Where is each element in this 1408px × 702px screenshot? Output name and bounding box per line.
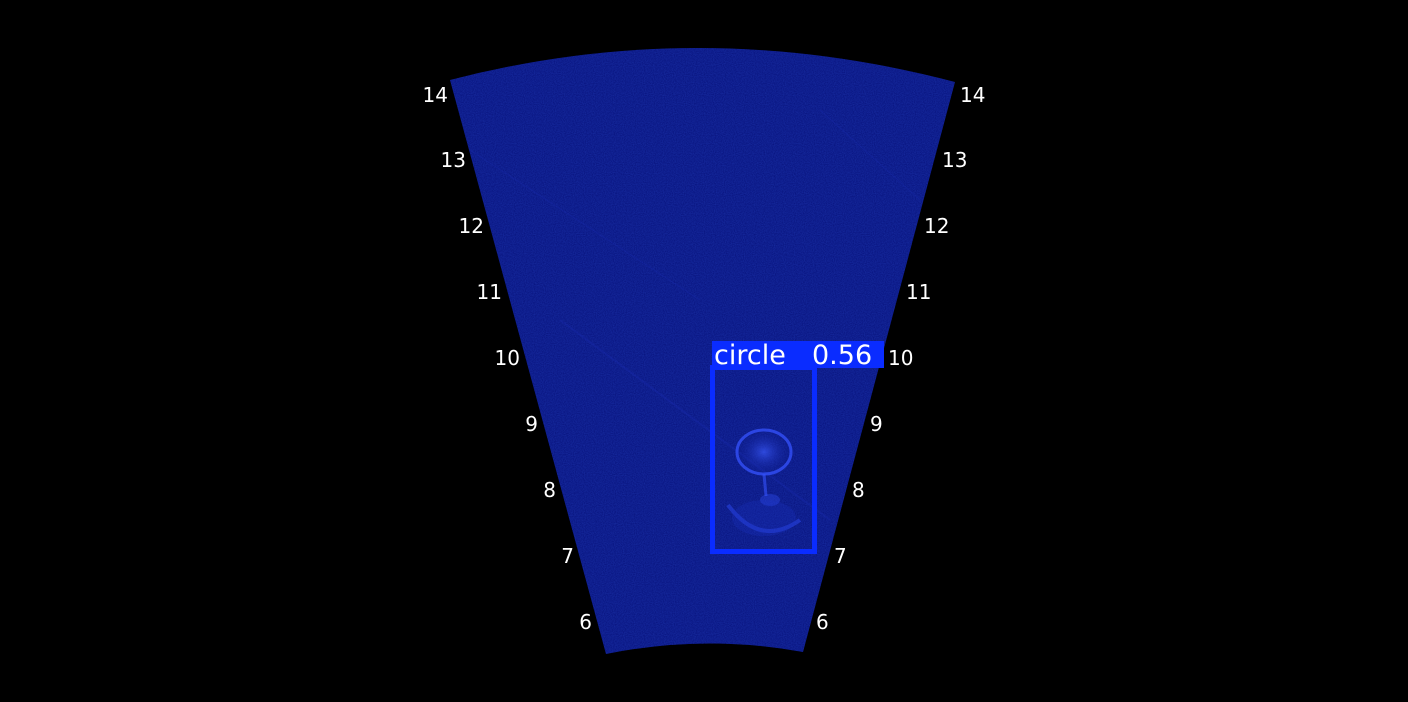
detection[interactable]: circle 0.56	[710, 340, 884, 554]
detection-class-label: circle	[714, 340, 786, 371]
range-tick-right: 6	[816, 610, 829, 634]
range-tick-left: 7	[561, 544, 574, 568]
range-ticks-right: 14 13 12 11 10 9 8 7 6	[816, 83, 985, 634]
range-ticks-left: 14 13 12 11 10 9 8 7 6	[423, 83, 592, 634]
range-tick-right: 14	[960, 83, 985, 107]
range-tick-right: 13	[942, 148, 967, 172]
range-tick-right: 8	[852, 478, 865, 502]
range-tick-left: 11	[477, 280, 502, 304]
detection-confidence: 0.56	[812, 340, 872, 371]
range-tick-right: 11	[906, 280, 931, 304]
range-tick-right: 10	[888, 346, 913, 370]
range-tick-left: 10	[495, 346, 520, 370]
range-tick-left: 12	[459, 214, 484, 238]
range-tick-left: 6	[579, 610, 592, 634]
range-tick-left: 9	[525, 412, 538, 436]
detection-label-background	[712, 341, 884, 368]
range-tick-left: 13	[441, 148, 466, 172]
sonar-target-echo	[726, 428, 802, 536]
range-tick-left: 8	[543, 478, 556, 502]
range-tick-right: 9	[870, 412, 883, 436]
range-tick-right: 7	[834, 544, 847, 568]
range-tick-left: 14	[423, 83, 448, 107]
range-tick-right: 12	[924, 214, 949, 238]
